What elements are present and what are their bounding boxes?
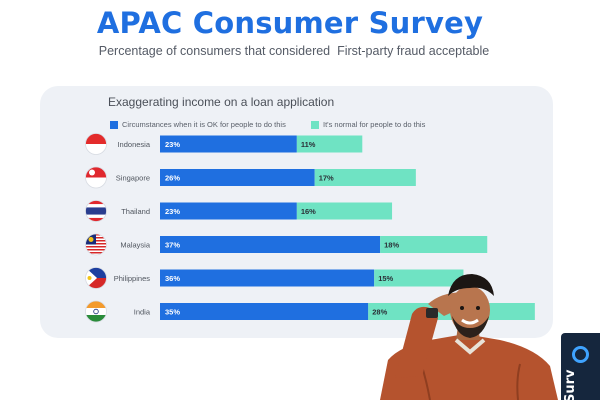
bar-label-ok: 35% <box>165 308 180 317</box>
country-label: Malaysia <box>120 241 150 250</box>
country-label: Indonesia <box>117 140 150 149</box>
bar-ok <box>160 169 315 186</box>
thailand-flag-icon <box>85 200 107 222</box>
legend-label-ok: Circumstances when it is OK for people t… <box>122 120 286 129</box>
bar-ok <box>160 202 297 220</box>
side-tab[interactable]: Surv <box>561 333 600 400</box>
country-label: Thailand <box>121 207 150 216</box>
flag-crescent <box>89 169 95 176</box>
bar-normal <box>380 236 488 253</box>
singapore-flag-icon <box>85 167 107 188</box>
flag-stripe <box>85 315 107 322</box>
flag-stripe <box>85 244 107 246</box>
bar-row: Indonesia 23% 11% <box>85 133 363 155</box>
bar-label-normal: 17% <box>319 174 334 183</box>
flag-outline <box>85 133 107 155</box>
bar-normal <box>374 269 464 287</box>
country-label: Philippines <box>114 274 151 283</box>
country-label: Singapore <box>116 174 150 183</box>
indonesia-flag-icon <box>85 133 107 155</box>
bar-label-ok: 23% <box>165 140 180 149</box>
country-label: India <box>134 308 151 317</box>
malaysia-flag-icon <box>85 234 107 255</box>
bar-label-ok: 26% <box>165 174 180 183</box>
bar-row: Thailand 23% 16% <box>85 200 393 222</box>
bar-label-ok: 36% <box>165 274 180 283</box>
flag-stripe <box>85 267 107 278</box>
bar-row: Singapore 26% 17% <box>85 166 416 189</box>
bar-ok <box>160 269 375 287</box>
bar-label-ok: 37% <box>165 241 180 250</box>
flag-stripe <box>85 278 107 289</box>
circle-logo-icon <box>572 346 589 363</box>
bar-label-normal: 28% <box>372 308 387 317</box>
legend-swatch-blue <box>110 120 118 129</box>
bar-label-normal: 15% <box>378 274 393 283</box>
flag-wheel <box>93 308 99 315</box>
bar-label-ok: 23% <box>165 207 180 216</box>
legend-label-normal: It's normal for people to do this <box>323 120 426 129</box>
legend-item-ok: Circumstances when it is OK for people t… <box>110 120 286 129</box>
legend-swatch-mint <box>311 120 319 129</box>
flag-outline <box>85 166 107 189</box>
flag-stripe <box>85 301 107 308</box>
legend-item-normal: It's normal for people to do this <box>311 120 425 129</box>
flag-outline <box>85 233 107 256</box>
bar-normal <box>314 169 416 186</box>
bar-row: Philippines 36% 15% <box>85 267 464 289</box>
bar-row: Malaysia 37% 18% <box>85 233 488 256</box>
bar-ok <box>160 303 369 320</box>
flag-stripe <box>85 252 107 254</box>
flag-outline <box>85 200 107 222</box>
bar-label-normal: 16% <box>301 207 316 216</box>
page-subtitle: Percentage of consumers that considered … <box>98 44 490 58</box>
flag-outline <box>85 300 107 323</box>
flag-stripe <box>85 207 107 215</box>
flag-stripe <box>85 246 107 248</box>
page-title: APAC Consumer Survey <box>96 6 484 40</box>
bar-label-normal: 11% <box>301 140 316 149</box>
flag-sun <box>87 276 92 280</box>
person-photo <box>380 274 558 400</box>
flag-stripe <box>85 249 107 251</box>
flag-stripe <box>85 250 107 252</box>
flag-star <box>88 237 94 242</box>
philippines-flag-icon <box>85 267 107 289</box>
flag-stripe <box>85 247 107 249</box>
bar-normal <box>296 202 393 220</box>
bar-ok <box>160 236 381 253</box>
bar-label-normal: 18% <box>384 241 399 250</box>
flag-stripe <box>85 253 107 255</box>
chart-title: Exaggerating income on a loan applicatio… <box>108 95 335 109</box>
bar-ok <box>160 135 297 153</box>
flag-outline <box>85 267 107 289</box>
flag-stripe <box>85 133 107 144</box>
flag-stripe <box>85 167 107 178</box>
india-flag-icon <box>85 301 107 322</box>
flag-stripe <box>85 177 107 188</box>
flag-stripe <box>85 308 107 315</box>
bar-normal <box>296 135 363 153</box>
flag-stripe <box>85 144 107 155</box>
side-tab-label: Surv <box>563 369 578 400</box>
